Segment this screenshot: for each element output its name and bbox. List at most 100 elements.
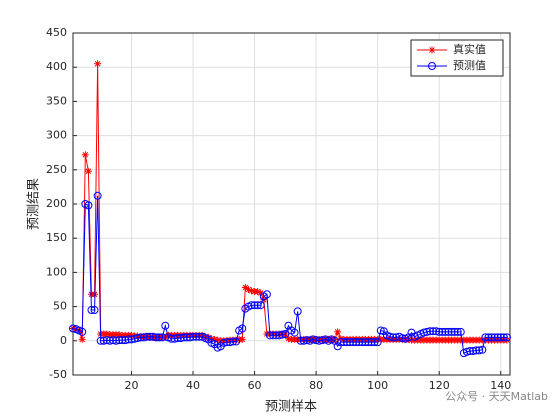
marker	[247, 287, 255, 295]
marker	[425, 327, 434, 336]
marker	[127, 331, 135, 339]
marker	[105, 336, 114, 345]
marker	[355, 338, 364, 347]
marker	[361, 338, 370, 347]
marker	[315, 336, 324, 345]
marker	[222, 338, 231, 347]
marker	[435, 327, 444, 336]
marker	[478, 345, 487, 354]
marker	[127, 335, 136, 344]
y-tick-label: 300	[46, 129, 67, 142]
x-axis-label: 预测样本	[265, 400, 317, 415]
marker	[438, 327, 447, 336]
x-tick-label: 120	[429, 379, 450, 392]
marker	[262, 290, 271, 299]
marker	[219, 338, 228, 347]
marker	[312, 336, 321, 345]
marker	[211, 335, 219, 343]
marker	[441, 327, 450, 336]
marker	[481, 333, 490, 342]
marker	[78, 327, 87, 336]
marker	[432, 327, 441, 336]
marker	[269, 331, 278, 340]
marker	[499, 333, 508, 342]
marker	[133, 334, 142, 343]
marker	[195, 332, 204, 341]
marker	[94, 60, 102, 68]
y-tick-label: 0	[60, 334, 67, 347]
marker	[502, 333, 511, 342]
marker	[370, 338, 379, 347]
marker	[78, 335, 86, 343]
marker	[475, 346, 484, 355]
plot-frame	[72, 32, 511, 376]
marker	[185, 333, 194, 342]
marker	[429, 327, 438, 336]
marker	[376, 326, 385, 335]
marker	[173, 334, 182, 343]
marker	[465, 347, 474, 356]
marker	[265, 331, 274, 340]
marker	[152, 333, 161, 342]
marker	[99, 336, 108, 345]
marker	[167, 334, 176, 343]
marker	[392, 333, 401, 342]
marker	[358, 338, 367, 347]
x-tick-label: 100	[367, 379, 388, 392]
marker	[121, 336, 130, 345]
marker	[93, 191, 102, 200]
marker	[472, 346, 481, 355]
y-tick-label: -50	[49, 368, 67, 381]
marker	[87, 306, 96, 315]
marker	[272, 331, 281, 340]
marker	[214, 336, 222, 344]
marker	[447, 327, 456, 336]
marker	[192, 332, 201, 341]
marker	[253, 301, 262, 310]
x-tick-label: 20	[124, 379, 138, 392]
marker	[398, 334, 407, 343]
marker	[284, 335, 292, 343]
marker	[373, 338, 382, 347]
marker	[256, 301, 265, 310]
marker	[118, 336, 127, 345]
y-tick-label: 350	[46, 94, 67, 107]
marker	[145, 332, 154, 341]
watermark: 公众号 · 天天Matlab	[445, 390, 548, 403]
marker	[275, 331, 284, 340]
marker	[496, 333, 505, 342]
marker	[232, 337, 241, 346]
marker	[254, 288, 262, 296]
marker	[115, 336, 124, 345]
marker	[389, 333, 398, 342]
y-tick-label: 150	[46, 231, 67, 244]
marker	[130, 334, 139, 343]
marker	[102, 336, 111, 345]
marker	[419, 328, 428, 337]
marker	[238, 324, 247, 333]
y-tick-label: 200	[46, 197, 67, 210]
marker	[453, 327, 462, 336]
marker	[450, 327, 459, 336]
marker	[296, 336, 305, 345]
marker	[103, 330, 111, 338]
marker	[293, 307, 302, 316]
x-tick-label: 60	[248, 379, 262, 392]
marker	[352, 338, 361, 347]
x-tick-label: 80	[309, 379, 323, 392]
y-tick-label: 100	[46, 265, 67, 278]
marker	[182, 333, 191, 342]
marker	[170, 334, 179, 343]
y-axis-label: 预测结果	[27, 178, 42, 230]
y-tick-label: 250	[46, 163, 67, 176]
marker	[428, 46, 436, 54]
marker	[349, 338, 358, 347]
x-tick-label: 40	[186, 379, 200, 392]
marker	[290, 328, 299, 337]
marker	[124, 335, 133, 344]
marker	[428, 62, 436, 70]
marker	[487, 333, 496, 342]
marker	[250, 301, 259, 310]
